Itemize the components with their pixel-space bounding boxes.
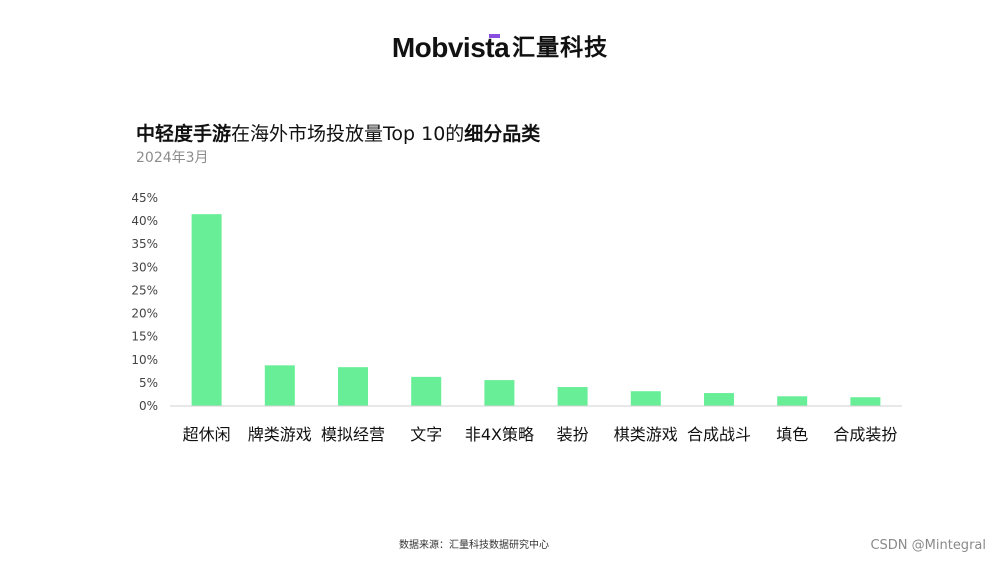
x-tick-label: 牌类游戏	[248, 425, 312, 444]
bar	[557, 387, 588, 406]
x-tick-label: 合成战斗	[687, 425, 751, 444]
x-axis: 超休闲 牌类游戏 模拟经营 文字 非4X策略 装扮 棋类游戏 合成战斗 填色 合成装扮	[183, 425, 898, 444]
y-tick-label: 10%	[131, 353, 158, 367]
chart-subtitle: 2024年3月	[136, 150, 209, 166]
bar	[191, 214, 222, 406]
bars	[191, 214, 881, 406]
x-tick-label: 超休闲	[183, 425, 231, 444]
brand-name-cn: 汇量科技	[512, 35, 609, 61]
logo-accent-mark	[488, 34, 500, 38]
bar	[338, 367, 368, 406]
y-tick-label: 15%	[131, 330, 158, 344]
x-tick-label: 棋类游戏	[614, 425, 678, 444]
bar	[704, 393, 734, 406]
y-tick-label: 20%	[131, 307, 158, 321]
bar	[264, 365, 295, 406]
brand-name: Mobvista	[391, 32, 510, 63]
y-tick-label: 35%	[131, 237, 158, 251]
bar	[850, 397, 881, 406]
data-source: 数据来源：汇量科技数据研究中心	[399, 540, 549, 551]
y-tick-label: 45%	[131, 191, 158, 205]
x-tick-label: 合成装扮	[833, 425, 897, 444]
chart-title-part2: 在海外市场投放量Top 10的	[231, 123, 465, 145]
bar	[411, 376, 442, 406]
x-tick-label: 非4X策略	[465, 425, 534, 444]
x-tick-label: 装扮	[557, 425, 589, 444]
chart-title-part1: 中轻度手游	[136, 123, 232, 145]
bar	[484, 380, 515, 406]
y-tick-label: 40%	[131, 214, 158, 228]
y-tick-label: 0%	[139, 399, 158, 413]
x-tick-label: 模拟经营	[321, 425, 385, 444]
y-axis: 0% 5% 10% 15% 20% 25% 30% 35% 40% 45%	[131, 191, 158, 413]
brand-logo: Mobvista 汇量科技	[0, 28, 1000, 64]
watermark: CSDN @Mintegral	[870, 538, 986, 553]
bar	[777, 396, 808, 406]
chart-title: 中轻度手游在海外市场投放量Top 10的细分品类	[136, 119, 540, 146]
y-tick-label: 5%	[139, 376, 158, 390]
x-tick-label: 填色	[776, 425, 808, 444]
y-tick-label: 30%	[131, 260, 158, 274]
bar	[630, 391, 661, 406]
y-tick-label: 25%	[131, 283, 158, 297]
x-tick-label: 文字	[410, 425, 442, 444]
chart-title-part3: 细分品类	[464, 123, 541, 145]
